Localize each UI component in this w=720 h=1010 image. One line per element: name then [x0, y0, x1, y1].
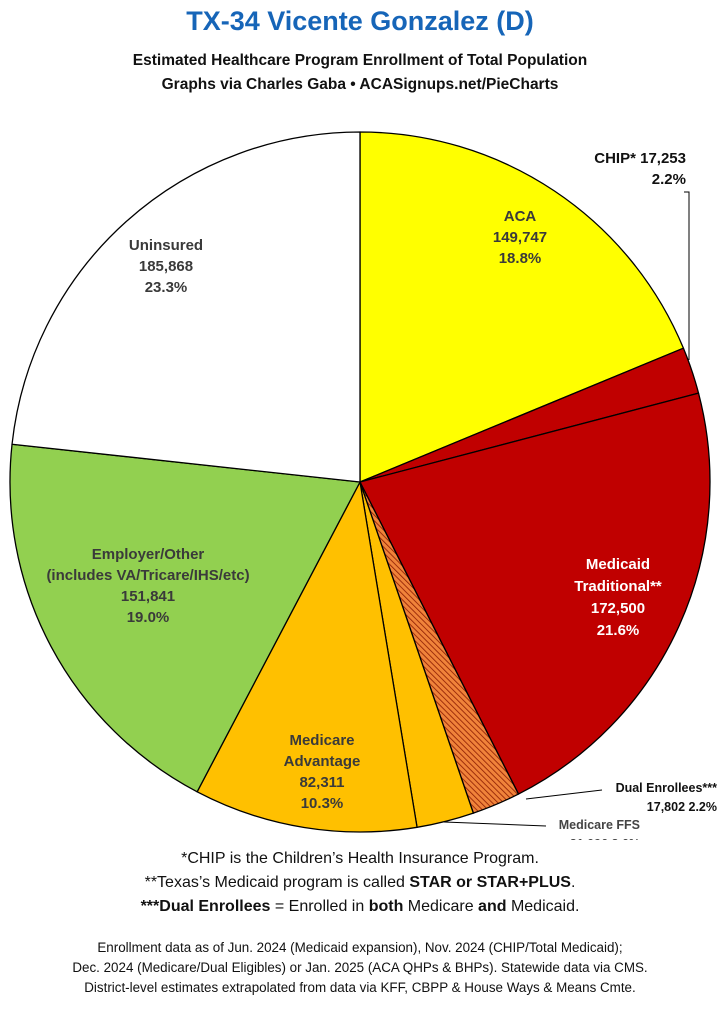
source-note-3: District-level estimates extrapolated fr… [84, 980, 636, 995]
slice-aca [359, 131, 685, 483]
label-medicare-ffs: Medicare FFS21,096 2.6% [559, 818, 640, 840]
label-medicaid-traditional: Medicaid Traditional** 172,500 21.6% [574, 556, 662, 639]
slice-uninsured [11, 131, 361, 483]
label-dual-enrollees: Dual Enrollees*** 17,802 2.2% [616, 781, 718, 814]
source-note-2: Dec. 2024 (Medicare/Dual Eligibles) or J… [72, 960, 648, 975]
label-aca: ACA 149,747 18.8% [493, 208, 547, 267]
leader-medicare-ffs [443, 821, 547, 827]
label-chip: CHIP* 17,253 2.2% [594, 150, 686, 188]
label-employer-other: Employer/Other (includes VA/Tricare/IHS/e… [46, 546, 249, 626]
slice-employer-other-includes-va-tricare-ihs-etc [9, 443, 361, 793]
chart-subtitle: Estimated Healthcare Program Enrollment … [132, 52, 588, 69]
chart-credit: Graphs via Charles Gaba • ACASignups.net… [161, 76, 559, 93]
slice-medicaid-traditional [359, 392, 711, 795]
chip-footnote: *CHIP is the Children’s Health Insurance… [181, 850, 539, 867]
pie-chart: ACA 149,747 18.8% CHIP* 17,253 2.2% Medicaid T… [9, 131, 718, 840]
label-uninsured: Uninsured 185,868 23.3% [129, 237, 203, 296]
leader-dual-enrollees [525, 789, 603, 800]
chart-title: TX-34 Vicente Gonzalez (D) [186, 6, 534, 36]
medicaid-footnote: **Texas’s Medicaid program is called STA… [144, 874, 576, 891]
slice-medicare-advantage [196, 481, 418, 833]
leader-chip [684, 191, 690, 360]
dual-footnote: ***Dual Enrollees = Enrolled in both Med… [140, 898, 580, 915]
label-medicare-advantage: Medicare Advantage 82,311 10.3% [284, 732, 361, 812]
source-note-1: Enrollment data as of Jun. 2024 (Medicai… [97, 940, 623, 955]
